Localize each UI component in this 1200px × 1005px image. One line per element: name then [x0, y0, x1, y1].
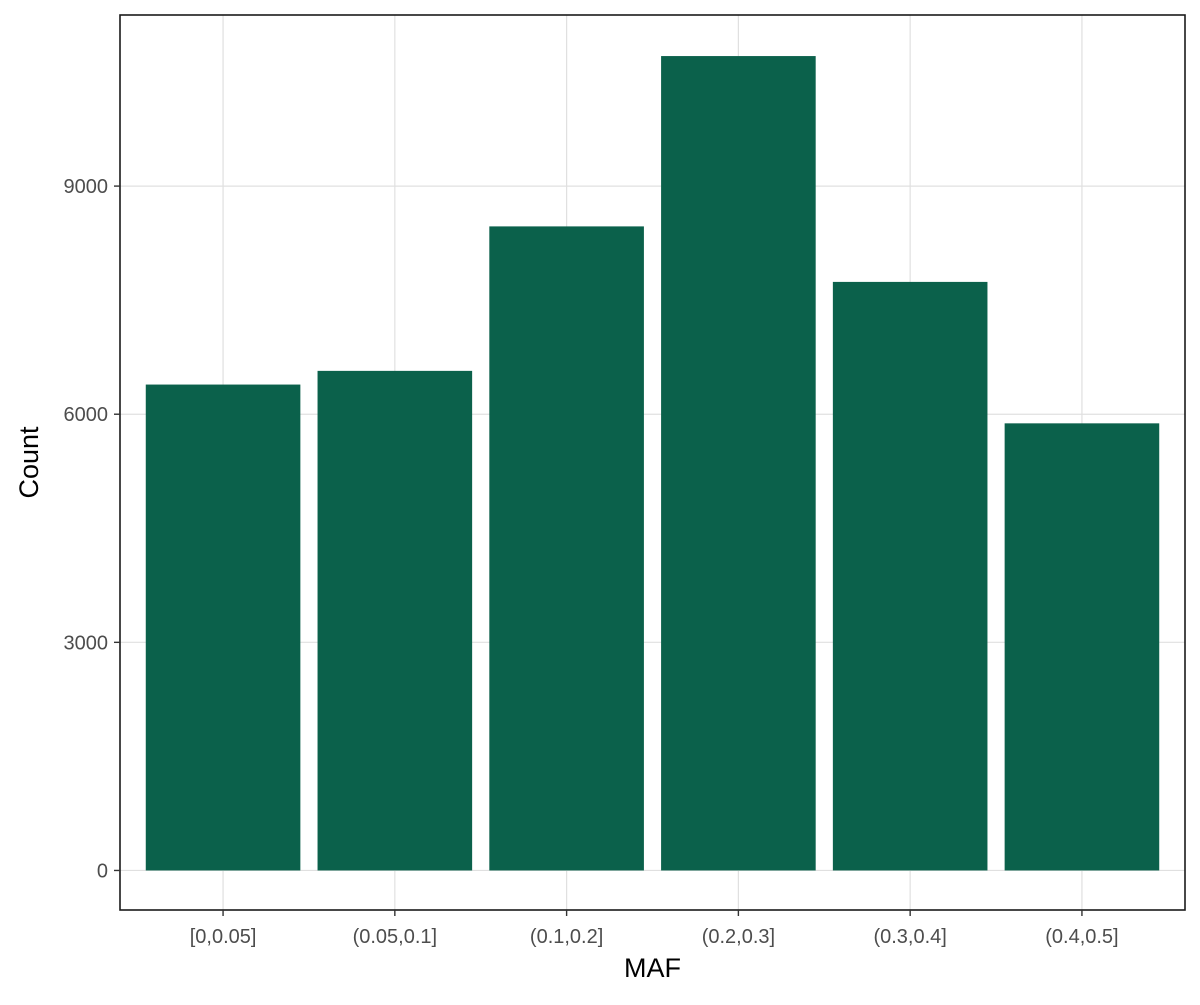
bar [145, 384, 301, 871]
panel-border [119, 14, 1186, 911]
bar [1004, 423, 1160, 871]
bar [489, 226, 644, 871]
bar [661, 56, 816, 871]
y-tick-label: 6000 [64, 404, 109, 426]
bar [317, 370, 473, 871]
bar [832, 281, 988, 871]
x-tick-label: (0.05,0.1] [353, 926, 438, 948]
x-tick-label: (0.2,0.3] [702, 926, 775, 948]
y-tick-label: 9000 [64, 176, 109, 198]
y-tick-label: 0 [97, 860, 108, 882]
y-axis-ticks: 0 3000 6000 9000 [64, 176, 120, 882]
x-tick-label: (0.3,0.4] [873, 926, 946, 948]
y-axis-title: Count [14, 426, 44, 499]
x-axis-ticks: [0,0.05] (0.05,0.1] (0.1,0.2] (0.2,0.3] (0.3… [190, 910, 1119, 948]
x-axis-title: MAF [624, 953, 681, 983]
x-tick-label: (0.4,0.5] [1045, 926, 1118, 948]
bars [145, 56, 1160, 871]
y-tick-label: 3000 [64, 632, 109, 654]
x-tick-label: (0.1,0.2] [530, 926, 603, 948]
x-tick-label: [0,0.05] [190, 926, 257, 948]
